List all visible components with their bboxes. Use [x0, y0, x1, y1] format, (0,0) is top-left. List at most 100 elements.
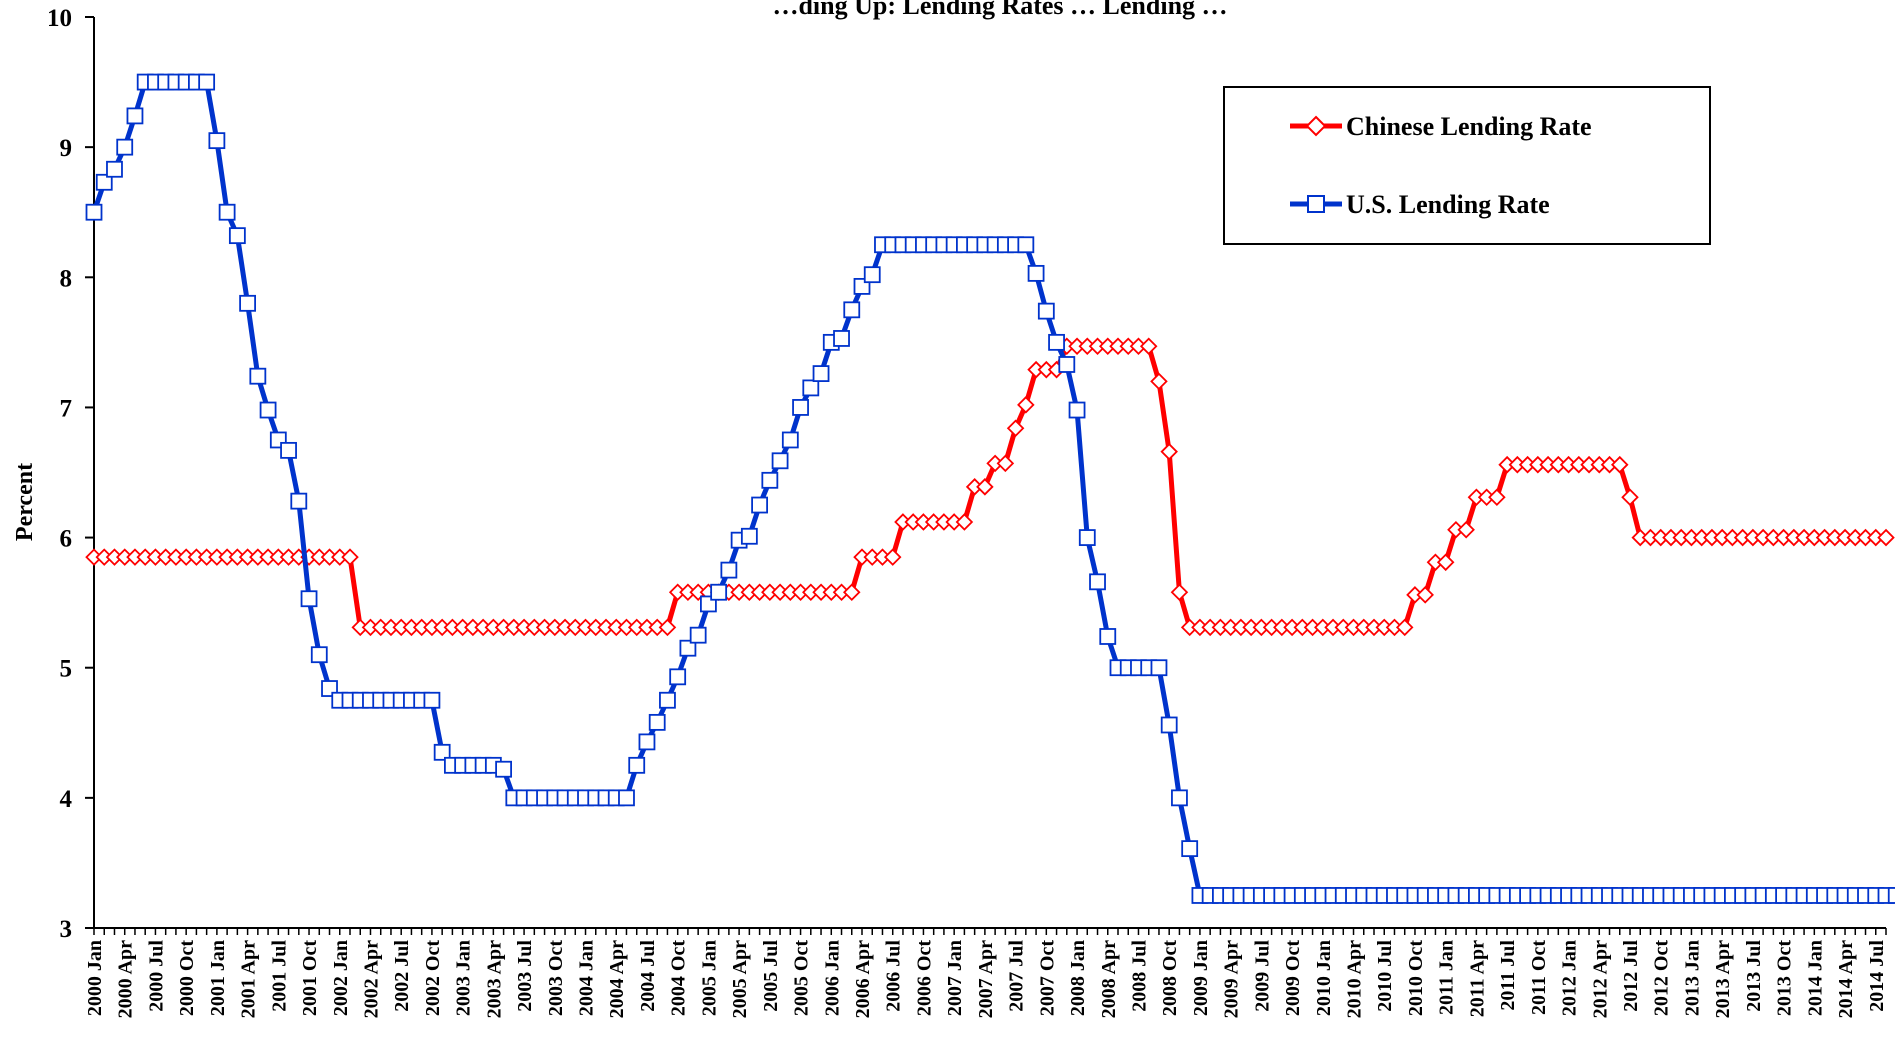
- data-point-square: [659, 691, 676, 709]
- x-tick-label: 2001 Oct: [299, 940, 321, 1016]
- data-point-square: [669, 668, 687, 686]
- x-tick-label: 2006 Oct: [913, 940, 935, 1016]
- x-tick-label: 2009 Oct: [1282, 940, 1304, 1016]
- data-point-square: [1068, 401, 1086, 419]
- data-point-square: [259, 401, 277, 419]
- data-point-square: [802, 379, 820, 397]
- y-tick-label: 6: [60, 526, 73, 553]
- data-point-square: [761, 471, 779, 489]
- data-point-diamond: [883, 548, 902, 566]
- data-point-diamond: [955, 513, 974, 531]
- data-point-square: [679, 639, 697, 657]
- data-point-diamond: [1610, 455, 1629, 474]
- data-point-diamond: [1877, 528, 1895, 547]
- data-point-square: [1027, 264, 1045, 282]
- data-point-diamond: [842, 583, 861, 602]
- data-point-diamond: [1139, 337, 1158, 356]
- x-tick-label: 2007 Jul: [1006, 940, 1028, 1012]
- x-tick-label: 2012 Jan: [1559, 940, 1581, 1016]
- data-point-square: [1171, 789, 1188, 807]
- x-tick-label: 2007 Oct: [1036, 940, 1058, 1016]
- data-point-diamond: [1017, 396, 1035, 414]
- x-tick-label: 2000 Apr: [115, 940, 137, 1018]
- data-point-square: [1099, 628, 1117, 645]
- y-tick-label: 3: [60, 916, 73, 943]
- x-tick-label: 2012 Oct: [1651, 940, 1673, 1016]
- data-point-square: [116, 138, 134, 156]
- data-point-square: [300, 590, 318, 608]
- data-point-square: [628, 756, 646, 774]
- data-point-square: [218, 203, 236, 221]
- data-point-diamond: [1621, 488, 1639, 506]
- data-point-square: [495, 760, 513, 778]
- data-point-square: [208, 132, 226, 150]
- data-point-square: [423, 691, 441, 709]
- data-point-square: [1089, 573, 1106, 591]
- legend-label-chinese: Chinese Lending Rate: [1346, 112, 1592, 141]
- x-tick-label: 2002 Jul: [391, 940, 413, 1012]
- x-tick-label: 2012 Apr: [1589, 940, 1611, 1018]
- x-tick-label: 2010 Oct: [1405, 940, 1427, 1016]
- x-tick-label: 2014 Jul: [1866, 940, 1888, 1012]
- x-tick-label: 2010 Jul: [1374, 940, 1396, 1012]
- x-tick-label: 2002 Jan: [330, 940, 352, 1016]
- legend-label-us: U.S. Lending Rate: [1346, 190, 1550, 219]
- chart-title: …ding Up: Lending Rates … Lending …: [772, 0, 1227, 20]
- legend-marker-square-icon: [1307, 195, 1325, 213]
- data-point-square: [771, 452, 789, 470]
- data-point-square: [792, 399, 809, 416]
- data-point-square: [106, 160, 123, 178]
- series-chinese: [85, 337, 1895, 637]
- data-point-square: [618, 789, 635, 807]
- x-tick-label: 2007 Apr: [975, 940, 997, 1018]
- data-point-diamond: [996, 454, 1015, 473]
- data-point-square: [198, 73, 216, 91]
- x-tick-label: 2011 Apr: [1466, 940, 1488, 1017]
- x-tick-label: 2003 Apr: [483, 940, 505, 1018]
- data-point-square: [863, 266, 881, 284]
- y-axis-title: Percent: [12, 463, 38, 541]
- x-tick-label: 2000 Jan: [84, 940, 106, 1016]
- x-tick-label: 2004 Apr: [606, 940, 628, 1018]
- data-point-square: [1078, 529, 1096, 546]
- data-point-diamond: [341, 548, 359, 566]
- x-tick-label: 2001 Jan: [207, 940, 229, 1016]
- data-point-square: [833, 330, 850, 347]
- x-tick-label: 2001 Jul: [268, 940, 290, 1012]
- x-tick-label: 2004 Jul: [637, 940, 659, 1012]
- data-point-square: [290, 492, 308, 510]
- data-point-square: [843, 301, 861, 319]
- x-tick-label: 2009 Jan: [1190, 940, 1212, 1016]
- data-point-square: [1887, 887, 1895, 904]
- x-tick-label: 2003 Oct: [545, 940, 567, 1016]
- x-tick-label: 2004 Oct: [668, 940, 690, 1016]
- series-us: [85, 73, 1895, 904]
- x-tick-label: 2012 Jul: [1620, 940, 1642, 1012]
- legend-marker-diamond-icon: [1305, 115, 1327, 137]
- x-tick-label: 2008 Apr: [1098, 940, 1120, 1018]
- data-point-square: [710, 583, 728, 601]
- data-point-square: [812, 365, 830, 382]
- series-layer: [85, 73, 1895, 904]
- x-tick-label: 2008 Jan: [1067, 940, 1089, 1016]
- x-tick-label: 2008 Jul: [1128, 940, 1150, 1012]
- x-tick-label: 2003 Jul: [514, 940, 536, 1012]
- data-point-square: [1048, 333, 1065, 351]
- data-point-square: [751, 496, 768, 514]
- y-tick-label: 4: [60, 786, 73, 813]
- x-tick-label: 2013 Oct: [1774, 940, 1796, 1016]
- data-point-square: [1150, 659, 1168, 677]
- y-tick-label: 9: [60, 135, 73, 162]
- x-tick-label: 2005 Jul: [760, 940, 782, 1012]
- data-point-square: [638, 733, 656, 751]
- data-point-square: [280, 441, 297, 459]
- x-tick-label: 2011 Oct: [1528, 940, 1550, 1015]
- x-tick-label: 2011 Jul: [1497, 940, 1519, 1011]
- x-tick-label: 2000 Oct: [176, 940, 198, 1016]
- data-point-square: [228, 227, 246, 245]
- x-tick-label: 2001 Apr: [238, 940, 260, 1018]
- data-point-diamond: [1006, 419, 1025, 438]
- data-point-diamond: [1416, 586, 1434, 604]
- data-point-square: [126, 107, 144, 125]
- x-tick-label: 2009 Jul: [1251, 940, 1273, 1012]
